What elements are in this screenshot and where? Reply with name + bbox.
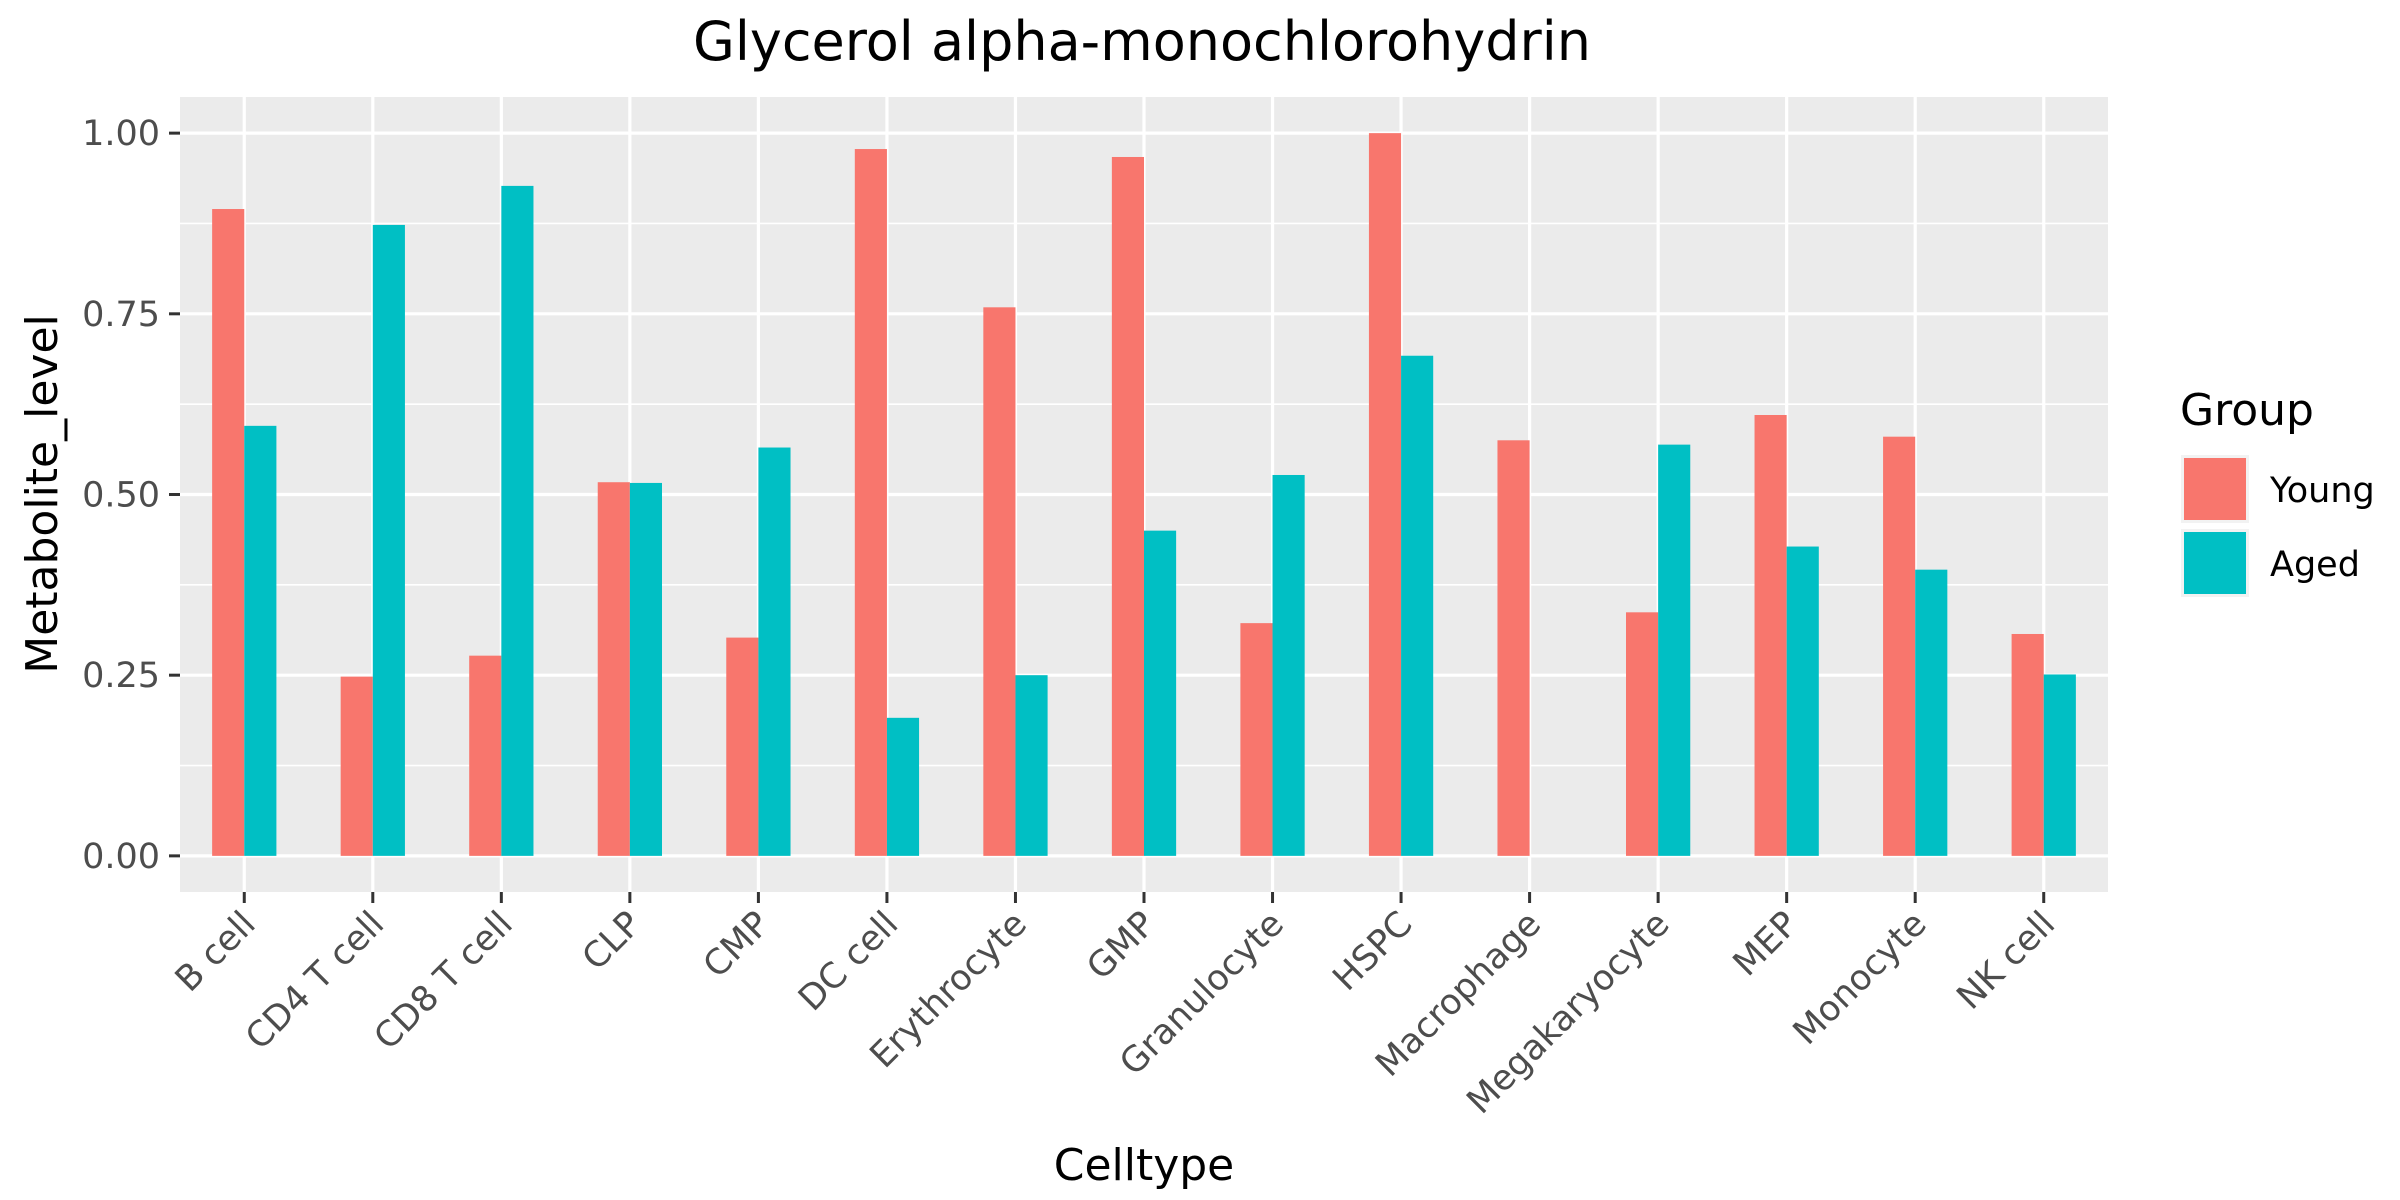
bar-aged-granulocyte [1272,474,1305,856]
y-tick-label: 1.00 [82,114,160,154]
bar-aged-cd4-t-cell [372,224,405,856]
x-tick-label: CD8 T cell [367,904,521,1058]
bar-young-erythrocyte [983,307,1016,856]
bar-aged-b-cell [244,425,277,856]
bar-aged-erythrocyte [1015,675,1048,856]
bar-young-clp [597,482,630,856]
x-tick-label: B cell [168,904,264,1000]
legend-swatch-aged [2184,532,2246,594]
bar-young-dc-cell [854,149,887,856]
x-tick-label: NK cell [1950,904,2063,1017]
legend-swatch-young [2184,458,2246,520]
bar-aged-clp [629,482,662,856]
bar-young-monocyte [1883,436,1916,856]
bar-young-gmp [1111,156,1144,856]
bar-young-cmp [726,637,759,856]
bar-aged-gmp [1144,530,1177,856]
x-tick-label: CMP [696,904,778,986]
bar-aged-hspc [1401,355,1434,856]
x-tick-label: DC cell [791,904,906,1019]
bar-aged-cd8-t-cell [501,185,534,856]
legend-title: Group [2180,385,2314,436]
y-axis: 0.00 0.25 0.50 0.75 1.00 [82,114,180,877]
legend-label-aged: Aged [2270,545,2360,585]
y-tick-label: 0.00 [82,837,160,877]
y-axis-title: Metabolite_level [17,314,68,674]
x-tick-label: MEP [1726,904,1806,984]
bar-young-nk-cell [2011,633,2044,856]
bar-young-b-cell [212,209,245,856]
bar-aged-nk-cell [2043,674,2076,856]
bars [212,133,2076,856]
y-tick-label: 0.75 [82,295,160,335]
bar-young-granulocyte [1240,623,1273,856]
bar-aged-monocyte [1915,569,1948,856]
x-tick-label: CD4 T cell [238,904,392,1058]
bar-young-cd4-t-cell [340,676,373,856]
bar-aged-dc-cell [886,717,920,856]
bar-young-mep [1754,415,1787,856]
bar-young-macrophage [1497,440,1530,856]
x-tick-label: HSPC [1326,904,1421,999]
bar-young-megakaryocyte [1626,612,1659,856]
y-tick-label: 0.50 [82,476,160,516]
bar-young-hspc [1368,133,1402,856]
x-tick-label: GMP [1080,904,1164,988]
bar-aged-mep [1786,546,1819,856]
y-tick-label: 0.25 [82,656,160,696]
x-tick-label: CLP [575,904,649,978]
chart-title: Glycerol alpha-monochlorohydrin [693,10,1591,73]
bar-young-cd8-t-cell [469,655,502,856]
x-tick-label: Monocyte [1786,904,1935,1053]
bar-aged-cmp [758,447,791,856]
x-axis-title: Celltype [1054,1140,1235,1191]
legend-label-young: Young [2269,471,2375,511]
legend: Group Young Aged [2180,385,2375,597]
bar-aged-megakaryocyte [1658,444,1691,856]
